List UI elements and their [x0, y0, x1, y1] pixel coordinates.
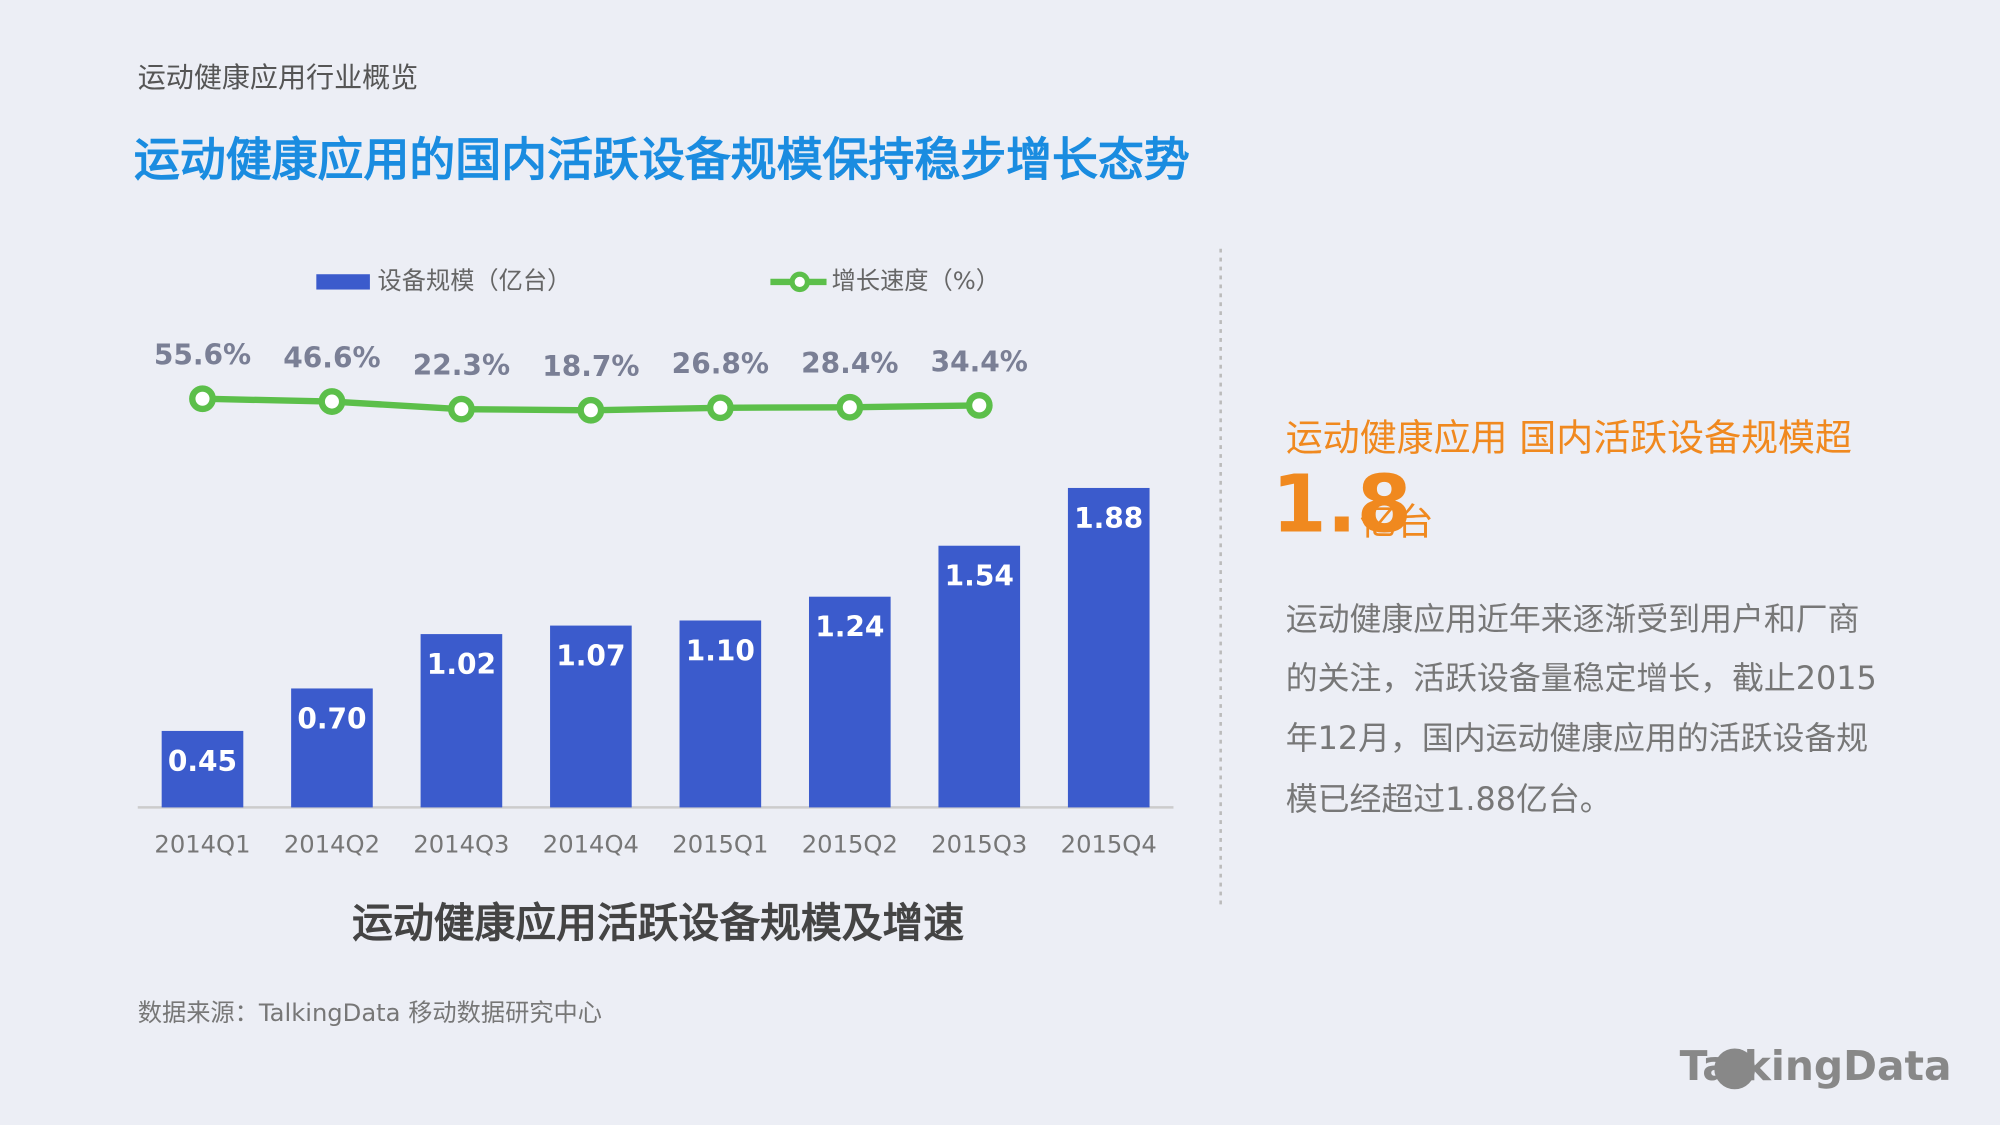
- section-label: 运动健康应用行业概览: [138, 61, 418, 94]
- bar: [420, 634, 503, 808]
- point-label: 26.8%: [672, 348, 769, 381]
- x-tick-label: 2014Q4: [543, 831, 639, 859]
- source: 数据来源：TalkingData 移动数据研究中心: [138, 999, 602, 1027]
- bar: [161, 730, 244, 808]
- line-point: [448, 395, 475, 423]
- legend-label: 设备规模（亿台）: [378, 267, 572, 295]
- paragraph-line: 模已经超过1.88亿台。: [1286, 780, 1612, 818]
- bar-label: 0.45: [168, 745, 237, 778]
- legend-swatch: [789, 271, 810, 293]
- line-point: [318, 388, 346, 415]
- paragraph-line: 运动健康应用近年来逐渐受到用户和厂商: [1286, 600, 1860, 638]
- point-label: 28.4%: [801, 347, 898, 380]
- line-point: [836, 393, 864, 421]
- x-tick-label: 2015Q4: [1061, 831, 1157, 859]
- paragraph-line: 的关注，活跃设备量稳定增长，截止2015: [1286, 659, 1877, 697]
- bar: [808, 596, 891, 808]
- x-tick-label: 2014Q1: [154, 831, 250, 859]
- bar: [1067, 487, 1150, 808]
- bar-label: 1.07: [556, 639, 625, 672]
- bar-label: 1.10: [686, 634, 755, 667]
- logo-icon: [1714, 1048, 1756, 1090]
- x-tick-label: 2015Q2: [802, 831, 898, 859]
- headline: 运动健康应用的国内活跃设备规模保持稳步增长态势: [134, 133, 1190, 187]
- point-label: 22.3%: [413, 349, 510, 382]
- point-label: 46.6%: [283, 341, 380, 374]
- highlight-text: 运动健康应用 国内活跃设备规模超: [1286, 417, 1852, 460]
- bar-label: 1.02: [427, 648, 496, 681]
- bar: [550, 625, 632, 808]
- x-tick-label: 2014Q2: [284, 831, 380, 859]
- bar: [291, 688, 373, 808]
- logo: TalkingData: [1680, 1042, 1952, 1090]
- bar-label: 1.54: [945, 560, 1014, 593]
- point-label: 34.4%: [931, 345, 1028, 378]
- paragraph-line: 年12月，国内运动健康应用的活跃设备规: [1286, 719, 1868, 757]
- highlight-value: 1.8: [1272, 459, 1412, 551]
- bar: [938, 545, 1021, 808]
- point-label: 55.6%: [154, 339, 251, 372]
- bar-label: 1.88: [1074, 502, 1143, 535]
- line-point: [577, 396, 605, 424]
- legend-label: 增长速度（%）: [832, 267, 1000, 295]
- x-tick-label: 2014Q3: [413, 831, 509, 859]
- x-tick-label: 2015Q1: [672, 831, 768, 859]
- bar: [679, 620, 762, 808]
- chart-title: 运动健康应用活跃设备规模及增速: [352, 899, 964, 947]
- x-tick-label: 2015Q3: [931, 831, 1027, 859]
- bar-label: 0.70: [297, 702, 366, 735]
- point-label: 18.7%: [542, 350, 639, 383]
- line-point: [706, 394, 734, 422]
- line-point: [965, 391, 993, 419]
- highlight-unit: 亿台: [1360, 501, 1434, 544]
- line-point: [189, 385, 216, 413]
- legend-swatch: [316, 274, 370, 290]
- bar-label: 1.24: [815, 611, 884, 644]
